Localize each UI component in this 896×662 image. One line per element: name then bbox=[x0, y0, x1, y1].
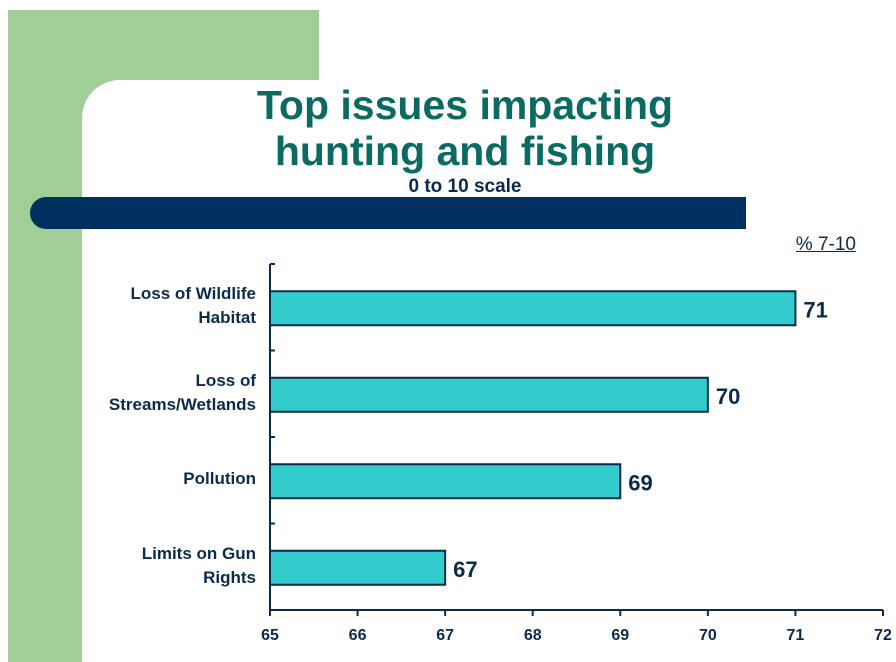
data-label: 71 bbox=[803, 297, 827, 322]
page-title: Top issues impacting hunting and fishing bbox=[180, 82, 750, 174]
x-tick-label: 72 bbox=[874, 627, 892, 644]
data-label: 70 bbox=[716, 384, 740, 409]
x-tick-label: 67 bbox=[436, 627, 454, 644]
category-label-line: Rights bbox=[203, 567, 256, 587]
bar bbox=[269, 290, 797, 327]
x-tick-label: 68 bbox=[524, 627, 542, 644]
category-label: Limits on Gun Rights bbox=[16, 542, 256, 590]
data-label: 69 bbox=[628, 470, 652, 495]
content-panel bbox=[82, 80, 896, 662]
category-label-line: Habitat bbox=[198, 308, 256, 328]
category-label-line: Streams/Wetlands bbox=[108, 394, 256, 414]
x-tick-label: 66 bbox=[349, 627, 367, 644]
title-band bbox=[30, 197, 746, 229]
bar bbox=[269, 463, 622, 500]
x-tick-label: 71 bbox=[787, 627, 805, 644]
category-label-line: Limits on Gun bbox=[141, 543, 256, 563]
category-label-line: Loss of bbox=[195, 370, 256, 390]
bar bbox=[269, 376, 709, 413]
chart-subtitle: 0 to 10 scale bbox=[408, 176, 522, 197]
category-label-line: Loss of Wildlife bbox=[130, 284, 256, 304]
x-tick-label: 65 bbox=[261, 627, 279, 644]
percent-column-label: % 7-10 bbox=[795, 234, 856, 255]
category-label: Loss of Wildlife Habitat bbox=[16, 282, 256, 330]
data-label: 67 bbox=[453, 557, 477, 582]
title-line-1: Top issues impacting bbox=[256, 82, 674, 128]
x-tick-label: 70 bbox=[699, 627, 717, 644]
bar bbox=[269, 549, 447, 586]
title-line-2: hunting and fishing bbox=[274, 128, 656, 174]
category-label-line: Pollution bbox=[183, 469, 256, 489]
x-tick-label: 69 bbox=[611, 627, 629, 644]
category-label: Loss of Streams/Wetlands bbox=[16, 369, 256, 417]
category-label: Pollution bbox=[16, 467, 256, 491]
